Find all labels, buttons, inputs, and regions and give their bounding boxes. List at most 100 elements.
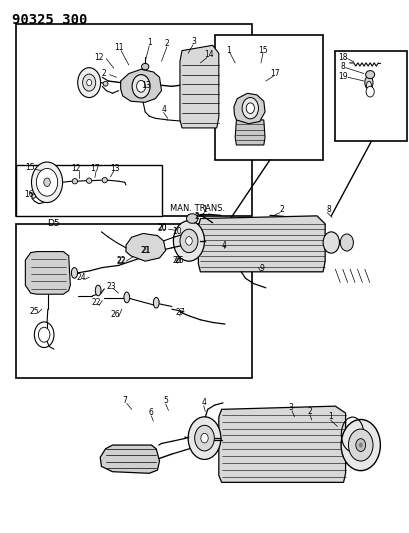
- Ellipse shape: [95, 285, 101, 296]
- Ellipse shape: [195, 425, 214, 451]
- Ellipse shape: [31, 162, 63, 203]
- Text: 19: 19: [338, 72, 348, 80]
- Ellipse shape: [365, 76, 373, 90]
- Ellipse shape: [137, 80, 146, 92]
- FancyBboxPatch shape: [16, 224, 252, 378]
- Text: 12: 12: [94, 53, 104, 61]
- Text: 15: 15: [258, 46, 268, 54]
- Text: 2: 2: [279, 205, 284, 214]
- Ellipse shape: [348, 429, 373, 461]
- Text: 13: 13: [110, 164, 119, 173]
- Text: 5: 5: [163, 397, 168, 405]
- FancyBboxPatch shape: [215, 35, 323, 160]
- Ellipse shape: [359, 443, 362, 447]
- Ellipse shape: [323, 232, 339, 253]
- Text: 2: 2: [102, 69, 107, 78]
- Polygon shape: [25, 252, 70, 294]
- Text: 6: 6: [148, 408, 153, 417]
- Ellipse shape: [242, 98, 258, 119]
- Text: 26: 26: [111, 310, 121, 319]
- Ellipse shape: [72, 179, 78, 184]
- Ellipse shape: [87, 79, 92, 86]
- Text: 1: 1: [226, 46, 231, 54]
- Ellipse shape: [153, 297, 159, 308]
- Ellipse shape: [188, 417, 221, 459]
- Text: MAN. TRANS.: MAN. TRANS.: [170, 204, 225, 213]
- Ellipse shape: [173, 221, 204, 261]
- Ellipse shape: [340, 234, 353, 251]
- Ellipse shape: [132, 75, 150, 98]
- Text: 25: 25: [30, 308, 40, 316]
- Ellipse shape: [142, 63, 149, 70]
- Text: 10: 10: [172, 228, 182, 236]
- Text: 1: 1: [147, 38, 152, 47]
- Text: 7: 7: [122, 397, 127, 405]
- Ellipse shape: [201, 433, 208, 443]
- Polygon shape: [121, 69, 162, 102]
- Ellipse shape: [36, 168, 58, 196]
- Text: 4: 4: [201, 398, 206, 407]
- Text: 23: 23: [106, 282, 116, 291]
- Text: 8: 8: [326, 205, 331, 214]
- Text: 20: 20: [158, 223, 168, 232]
- Text: 2: 2: [164, 39, 169, 48]
- Ellipse shape: [83, 74, 96, 91]
- Text: 4: 4: [222, 241, 227, 249]
- Text: 2: 2: [308, 407, 312, 416]
- Text: 17: 17: [270, 69, 280, 78]
- Ellipse shape: [180, 229, 198, 253]
- Text: 17: 17: [90, 164, 100, 173]
- Ellipse shape: [103, 82, 108, 86]
- Polygon shape: [235, 120, 265, 145]
- Text: 22: 22: [116, 256, 126, 264]
- Ellipse shape: [124, 292, 130, 303]
- Text: 90325 300: 90325 300: [12, 13, 88, 27]
- Ellipse shape: [356, 439, 366, 451]
- Ellipse shape: [187, 214, 198, 223]
- Text: 21: 21: [140, 246, 150, 255]
- FancyBboxPatch shape: [335, 51, 407, 141]
- Polygon shape: [219, 406, 346, 482]
- Polygon shape: [100, 445, 160, 473]
- Ellipse shape: [38, 327, 50, 342]
- Ellipse shape: [366, 82, 371, 90]
- Text: 27: 27: [175, 309, 185, 317]
- Text: 8: 8: [340, 62, 345, 71]
- Ellipse shape: [341, 419, 380, 471]
- Polygon shape: [180, 45, 219, 128]
- Text: 1: 1: [328, 413, 333, 421]
- Ellipse shape: [87, 178, 92, 183]
- Text: 2: 2: [195, 212, 200, 221]
- Text: 11: 11: [114, 44, 124, 52]
- Text: 16: 16: [25, 190, 34, 199]
- Text: 3: 3: [192, 37, 197, 46]
- FancyBboxPatch shape: [16, 165, 162, 216]
- Text: 21: 21: [142, 246, 151, 255]
- Ellipse shape: [366, 70, 375, 79]
- Text: 26: 26: [173, 256, 182, 264]
- Text: 3: 3: [288, 403, 293, 412]
- Ellipse shape: [186, 237, 192, 245]
- Text: 22: 22: [92, 298, 101, 307]
- Ellipse shape: [31, 194, 36, 198]
- Text: 13: 13: [142, 81, 151, 90]
- Text: 4: 4: [161, 105, 166, 114]
- Ellipse shape: [44, 178, 50, 187]
- Text: 20: 20: [158, 224, 168, 232]
- Text: D5: D5: [47, 219, 60, 228]
- Polygon shape: [126, 233, 166, 261]
- Text: 12: 12: [71, 164, 81, 173]
- Text: 9: 9: [259, 264, 264, 273]
- Text: 24: 24: [76, 273, 86, 281]
- Text: 22: 22: [116, 257, 126, 265]
- Text: 1: 1: [202, 205, 207, 214]
- FancyBboxPatch shape: [16, 24, 252, 216]
- Text: 14: 14: [204, 50, 213, 59]
- Polygon shape: [198, 216, 325, 272]
- Text: 18: 18: [338, 53, 348, 62]
- Text: 15: 15: [25, 164, 35, 172]
- Ellipse shape: [102, 177, 107, 183]
- Ellipse shape: [72, 268, 78, 278]
- Polygon shape: [234, 93, 265, 124]
- Ellipse shape: [34, 322, 54, 348]
